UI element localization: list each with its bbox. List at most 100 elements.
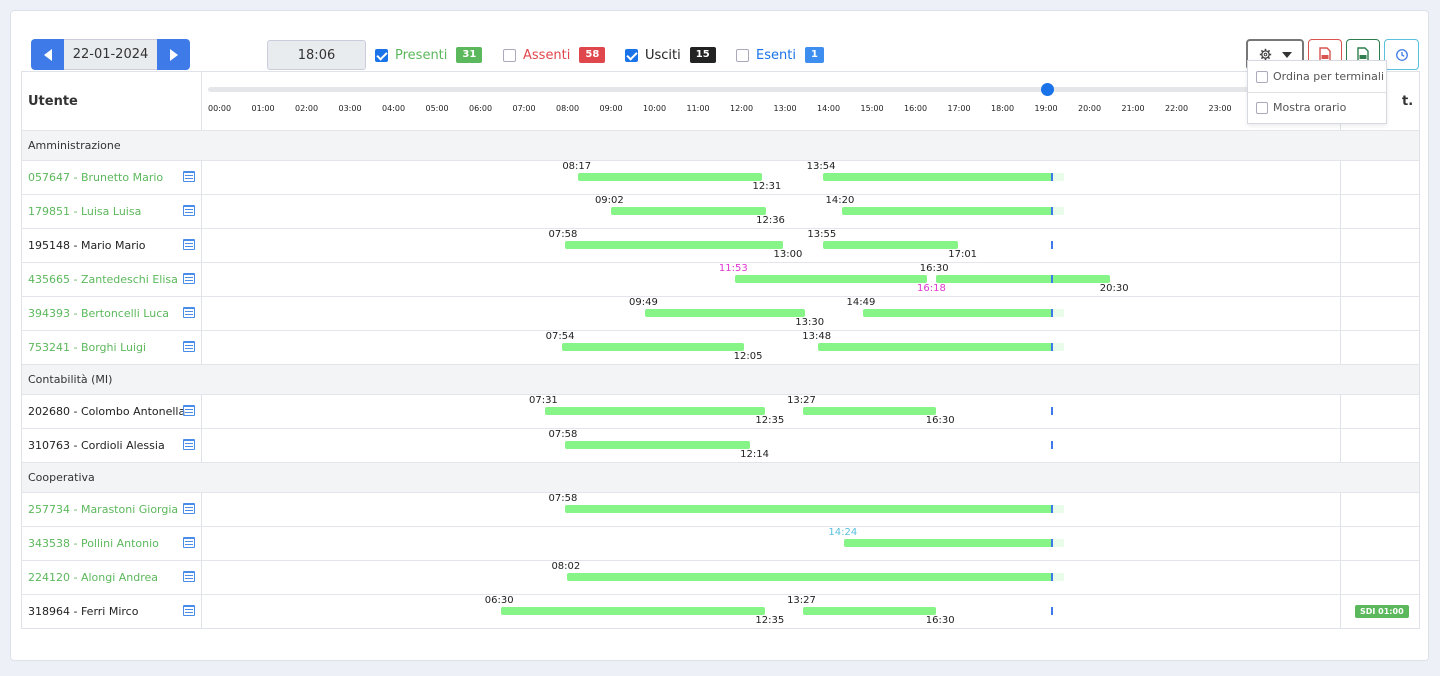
column-divider (201, 72, 202, 628)
table-row: 753241 - Borghi Luigi 07:54 12:05 13:48 (22, 330, 1419, 364)
hour-tick-label: 03:00 (338, 104, 362, 113)
presence-bar (803, 407, 936, 415)
presence-bar-tail (1051, 573, 1064, 581)
time-field[interactable]: 18:06 (267, 40, 366, 70)
presence-bar (567, 573, 1052, 581)
hour-tick-label: 23:00 (1208, 104, 1232, 113)
timeline-slider[interactable] (208, 83, 1318, 96)
menu-item-show-time[interactable]: Mostra orario (1256, 101, 1346, 114)
user-link[interactable]: 224120 - Alongi Andrea (28, 571, 159, 584)
exit-time: 12:35 (755, 615, 785, 626)
column-header-user: Utente (28, 94, 78, 109)
user-link[interactable]: 343538 - Pollini Antonio (28, 537, 159, 550)
menu-item-sort-by-terminal[interactable]: Ordina per terminali (1256, 70, 1384, 83)
entry-time: 14:20 (825, 195, 855, 206)
exit-time: 12:14 (740, 449, 769, 460)
presence-bar (822, 173, 1052, 181)
group-row: Cooperativa (22, 462, 1419, 492)
filter-label: Usciti (645, 47, 681, 63)
user-link[interactable]: 057647 - Brunetto Mario (28, 171, 164, 184)
filter-count-badge: 31 (456, 47, 483, 63)
filter-presenti[interactable]: Presenti 31 (375, 45, 483, 65)
calendar-icon[interactable] (183, 571, 195, 582)
presence-bar (564, 441, 751, 449)
user-link[interactable]: 435665 - Zantedeschi Elisa (28, 273, 178, 286)
exit-time: 12:31 (752, 181, 782, 192)
hour-tick-label: 12:00 (730, 104, 754, 113)
show-time-checkbox[interactable] (1256, 101, 1268, 114)
calendar-icon[interactable] (183, 205, 195, 216)
calendar-icon[interactable] (183, 273, 195, 284)
table-row: 257734 - Marastoni Giorgia 07:58 (22, 492, 1419, 526)
current-time-marker (1050, 343, 1053, 351)
table-row: 394393 - Bertoncelli Luca 09:49 13:30 14:49 (22, 296, 1419, 330)
filter-checkbox[interactable] (625, 48, 638, 62)
hour-tick-label: 02:00 (295, 104, 319, 113)
calendar-icon[interactable] (183, 439, 195, 450)
calendar-icon[interactable] (183, 307, 195, 318)
exit-time: 16:30 (925, 415, 955, 426)
filter-label: Assenti (523, 47, 571, 63)
entry-time: 09:49 (629, 297, 658, 308)
calendar-icon[interactable] (183, 239, 195, 250)
entry-time: 13:54 (806, 161, 836, 172)
user-link[interactable]: 310763 - Cordioli Alessia (28, 439, 165, 452)
presence-bar-tail (1051, 539, 1064, 547)
hour-tick-label: 17:00 (947, 104, 971, 113)
filter-esenti[interactable]: Esenti 1 (736, 45, 824, 65)
hour-tick-label: 21:00 (1121, 104, 1145, 113)
sort-by-terminal-checkbox[interactable] (1256, 70, 1268, 83)
table-row: 195148 - Mario Mario 07:58 13:00 13:55 17:01 (22, 228, 1419, 262)
entry-time: 07:31 (528, 395, 558, 406)
filter-checkbox[interactable] (375, 48, 388, 62)
user-link[interactable]: 179851 - Luisa Luisa (28, 205, 142, 218)
filter-assenti[interactable]: Assenti 58 (503, 45, 606, 65)
date-field[interactable]: 22-01-2024 (64, 39, 157, 70)
user-link[interactable]: 394393 - Bertoncelli Luca (28, 307, 169, 320)
presence-bar (561, 343, 744, 351)
user-link[interactable]: 257734 - Marastoni Giorgia (28, 503, 179, 516)
filter-count-badge: 1 (804, 47, 824, 63)
calendar-icon[interactable] (183, 171, 195, 182)
next-day-button[interactable] (157, 39, 190, 70)
current-time-marker (1050, 539, 1053, 547)
group-row: Contabilità (MI) (22, 364, 1419, 394)
entry-time: 07:58 (548, 429, 578, 440)
table-row: 224120 - Alongi Andrea 08:02 (22, 560, 1419, 594)
presence-bar (578, 173, 763, 181)
gear-icon (1259, 48, 1271, 61)
chevron-left-icon (43, 48, 52, 61)
user-link[interactable]: 202680 - Colombo Antonella (28, 405, 186, 418)
hour-tick-label: 10:00 (643, 104, 667, 113)
current-time-marker (1050, 573, 1053, 581)
entry-time: 13:48 (802, 331, 832, 342)
current-time-marker (1050, 607, 1053, 615)
pdf-icon (1319, 47, 1331, 62)
calendar-icon[interactable] (183, 503, 195, 514)
group-row: Amministrazione (22, 130, 1419, 160)
calendar-icon[interactable] (183, 405, 195, 416)
filter-usciti[interactable]: Usciti 15 (625, 45, 716, 65)
filter-checkbox[interactable] (736, 48, 749, 62)
current-time-marker (1050, 407, 1053, 415)
chevron-right-icon (169, 48, 178, 61)
user-link[interactable]: 195148 - Mario Mario (28, 239, 146, 252)
timeline-slider-handle[interactable] (1041, 83, 1055, 96)
presence-bar (803, 607, 936, 615)
filter-checkbox[interactable] (503, 48, 516, 62)
user-link[interactable]: 318964 - Ferri Mirco (28, 605, 139, 618)
xls-icon (1357, 47, 1369, 62)
calendar-icon[interactable] (183, 537, 195, 548)
calendar-icon[interactable] (183, 605, 195, 616)
entry-time: 07:54 (545, 331, 575, 342)
hour-tick-label: 13:00 (773, 104, 797, 113)
presence-bar-tail (1051, 343, 1064, 351)
presence-bar (544, 407, 766, 415)
calendar-icon[interactable] (183, 341, 195, 352)
entry-time: 16:30 (919, 263, 949, 274)
history-button[interactable] (1384, 39, 1419, 70)
prev-day-button[interactable] (31, 39, 64, 70)
user-link[interactable]: 753241 - Borghi Luigi (28, 341, 147, 354)
status-badge: SDI 01:00 (1355, 605, 1409, 618)
presence-bar (564, 505, 1052, 513)
